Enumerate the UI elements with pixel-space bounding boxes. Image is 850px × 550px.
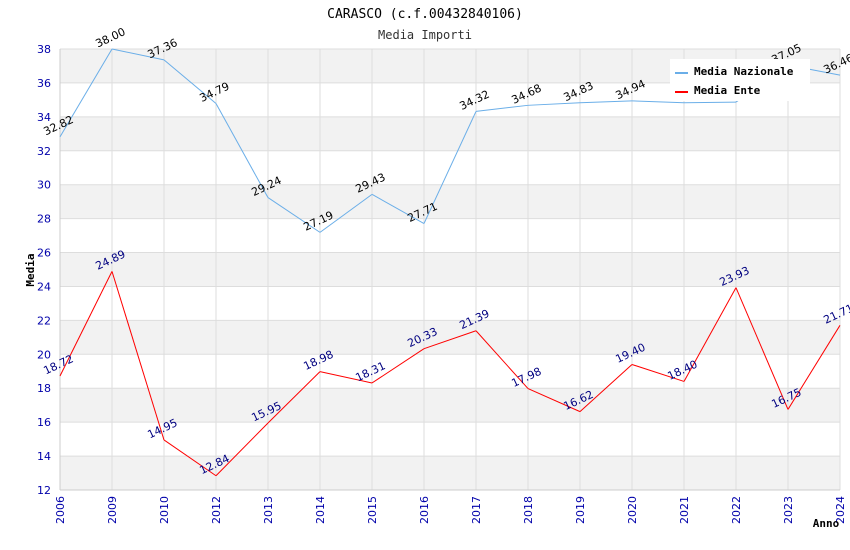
y-tick-label: 38 — [37, 43, 51, 56]
gridlines — [59, 48, 841, 491]
line-segment-media-ente — [631, 364, 685, 382]
y-tick-label: 22 — [37, 314, 51, 327]
background-band — [60, 388, 840, 423]
line-segment-media-nazionale — [527, 102, 581, 106]
x-axis-label: Anno — [813, 517, 840, 530]
background-band — [60, 456, 840, 490]
background-band — [60, 252, 840, 287]
chart-subtitle: Media Importi — [378, 28, 472, 42]
line-segment-media-nazionale — [111, 48, 165, 61]
line-segment-media-nazionale — [267, 197, 321, 233]
y-tick-label: 20 — [37, 348, 51, 361]
line-segment-media-nazionale — [319, 193, 373, 233]
line-segment-media-ente — [579, 364, 633, 413]
x-tick-label: 2016 — [418, 496, 431, 524]
legend-label-media-ente: Media Ente — [694, 84, 761, 97]
line-segment-media-ente — [683, 287, 737, 382]
line-segment-media-nazionale — [423, 111, 477, 224]
x-tick-label: 2009 — [106, 496, 119, 524]
data-label-media-nazionale: 34.32 — [457, 88, 491, 113]
line-segment-media-nazionale — [163, 59, 217, 104]
y-tick-label: 28 — [37, 213, 51, 226]
x-tick-label: 2024 — [834, 496, 847, 524]
chart-title: CARASCO (c.f.00432840106) — [327, 7, 523, 22]
legend-box — [670, 59, 810, 101]
x-tick-label: 2012 — [210, 496, 223, 524]
x-tick-label: 2015 — [366, 496, 379, 524]
y-tick-label: 12 — [37, 484, 51, 497]
line-segment-media-nazionale — [579, 100, 633, 104]
background-band — [60, 320, 840, 355]
legend: Media Nazionale Media Ente — [670, 59, 810, 101]
line-segment-media-ente — [111, 271, 165, 441]
x-tick-label: 2020 — [626, 496, 639, 524]
y-tick-label: 16 — [37, 416, 51, 429]
y-tick-label: 26 — [37, 247, 51, 260]
line-segment-media-nazionale — [59, 48, 113, 138]
line-segment-media-ente — [267, 371, 321, 424]
line-segment-media-ente — [423, 330, 477, 350]
line-segment-media-ente — [59, 271, 113, 377]
data-label-media-ente: 18.31 — [353, 359, 387, 384]
y-tick-label: 36 — [37, 77, 51, 90]
y-tick-label: 34 — [37, 111, 51, 124]
y-tick-label: 30 — [37, 179, 51, 192]
line-segment-media-nazionale — [215, 103, 269, 198]
data-label-media-ente: 18.40 — [665, 358, 699, 383]
y-axis-ticks: 12 14 16 18 20 22 24 26 28 30 32 34 36 38 — [37, 43, 51, 497]
y-axis-label: Media — [24, 253, 37, 286]
y-tick-label: 18 — [37, 382, 51, 395]
line-segment-media-nazionale — [631, 100, 685, 104]
background-band — [60, 116, 840, 151]
data-label-media-nazionale: 38.00 — [93, 25, 127, 50]
x-tick-label: 2014 — [314, 496, 327, 524]
x-tick-label: 2019 — [574, 496, 587, 524]
x-tick-label: 2022 — [730, 496, 743, 524]
line-segment-media-ente — [527, 388, 581, 413]
x-tick-label: 2010 — [158, 496, 171, 524]
line-segment-media-ente — [475, 330, 529, 389]
x-tick-label: 2021 — [678, 496, 691, 524]
data-label-media-nazionale: 34.79 — [197, 80, 231, 105]
x-tick-label: 2013 — [262, 496, 275, 524]
line-segment-media-ente — [787, 325, 841, 410]
x-axis-ticks: 2006 2009 2010 2012 2013 2014 2015 2016 2017 2018… — [54, 496, 847, 524]
background-bands — [60, 49, 840, 490]
line-segment-media-nazionale — [683, 101, 737, 104]
line-segment-media-nazionale — [371, 193, 425, 224]
line-segment-media-ente — [319, 371, 373, 384]
line-segment-media-ente — [735, 287, 789, 410]
y-tick-label: 14 — [37, 450, 51, 463]
x-tick-label: 2017 — [470, 496, 483, 524]
line-segment-media-nazionale — [475, 104, 529, 112]
x-tick-label: 2018 — [522, 496, 535, 524]
y-tick-label: 24 — [37, 280, 51, 293]
legend-label-media-nazionale: Media Nazionale — [694, 65, 794, 78]
line-segment-media-ente — [163, 439, 217, 477]
x-tick-label: 2006 — [54, 496, 67, 524]
x-tick-label: 2023 — [782, 496, 795, 524]
background-band — [60, 184, 840, 219]
y-tick-label: 32 — [37, 145, 51, 158]
line-segment-media-ente — [371, 348, 425, 384]
data-label-media-nazionale: 34.68 — [509, 82, 543, 107]
line-segment-media-ente — [215, 422, 269, 477]
